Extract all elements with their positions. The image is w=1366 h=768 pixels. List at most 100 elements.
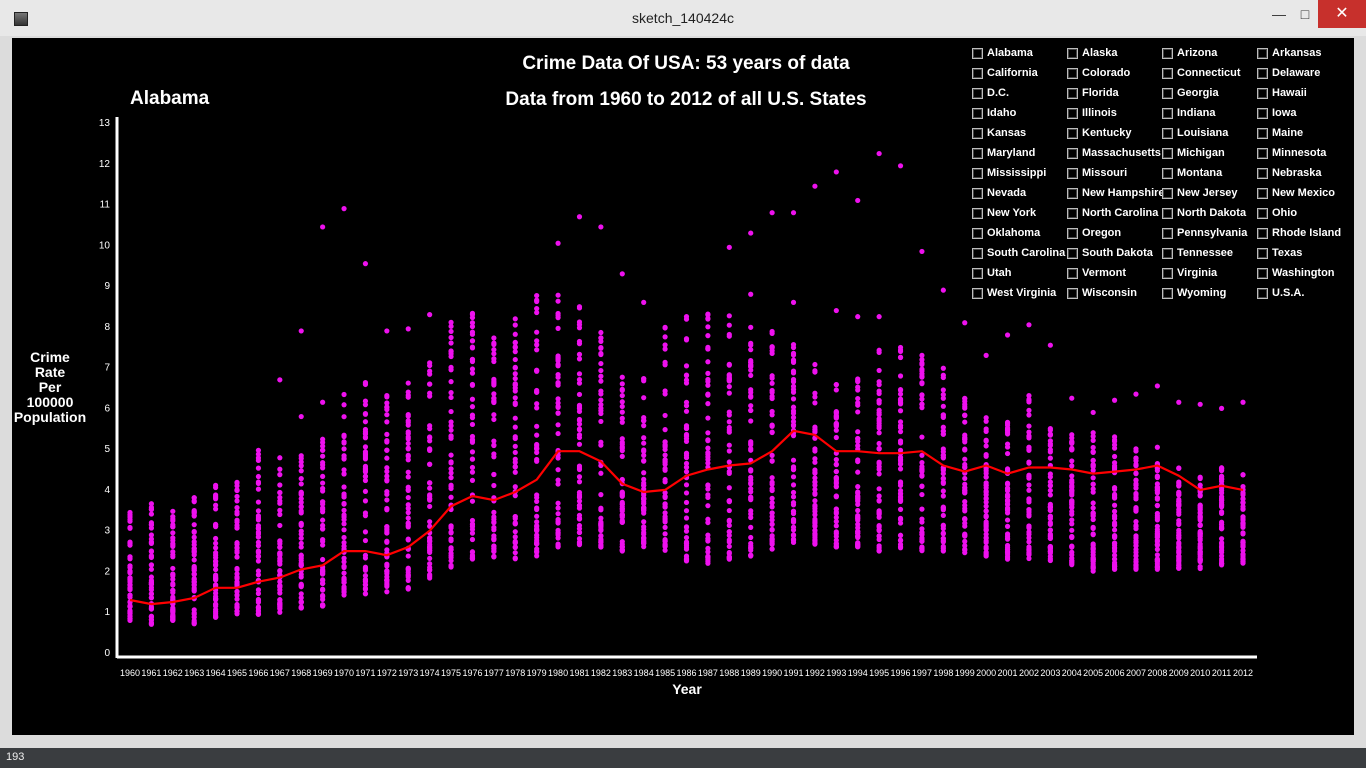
checkbox[interactable]	[1257, 127, 1268, 139]
app-icon[interactable]	[14, 12, 28, 26]
state-checkbox-new-jersey[interactable]: New Jersey	[1162, 183, 1257, 203]
checkbox[interactable]	[1067, 67, 1078, 79]
checkbox[interactable]	[1257, 227, 1268, 239]
state-checkbox-minnesota[interactable]: Minnesota	[1257, 143, 1352, 163]
checkbox[interactable]	[1257, 67, 1268, 79]
state-checkbox-pennsylvania[interactable]: Pennsylvania	[1162, 223, 1257, 243]
checkbox[interactable]	[1257, 187, 1268, 199]
checkbox[interactable]	[1162, 207, 1173, 219]
checkbox[interactable]	[972, 107, 983, 119]
checkbox[interactable]	[972, 167, 983, 179]
state-checkbox-california[interactable]: California	[972, 63, 1067, 83]
checkbox[interactable]	[1162, 87, 1173, 99]
checkbox[interactable]	[1162, 267, 1173, 279]
checkbox[interactable]	[1257, 287, 1268, 299]
checkbox[interactable]	[1162, 287, 1173, 299]
state-checkbox-maine[interactable]: Maine	[1257, 123, 1352, 143]
state-checkbox-u-s-a[interactable]: U.S.A.	[1257, 283, 1352, 303]
state-checkbox-south-dakota[interactable]: South Dakota	[1067, 243, 1162, 263]
checkbox[interactable]	[1162, 187, 1173, 199]
checkbox[interactable]	[1162, 147, 1173, 159]
checkbox[interactable]	[1162, 127, 1173, 139]
state-checkbox-arkansas[interactable]: Arkansas	[1257, 43, 1352, 63]
state-checkbox-oklahoma[interactable]: Oklahoma	[972, 223, 1067, 243]
state-checkbox-ohio[interactable]: Ohio	[1257, 203, 1352, 223]
state-checkbox-new-mexico[interactable]: New Mexico	[1257, 183, 1352, 203]
checkbox[interactable]	[1067, 167, 1078, 179]
checkbox[interactable]	[1257, 107, 1268, 119]
checkbox[interactable]	[1257, 207, 1268, 219]
checkbox[interactable]	[1067, 127, 1078, 139]
checkbox[interactable]	[1067, 147, 1078, 159]
checkbox[interactable]	[972, 267, 983, 279]
title-bar[interactable]: sketch_140424c — □ ✕	[0, 0, 1366, 36]
checkbox[interactable]	[972, 127, 983, 139]
checkbox[interactable]	[1067, 207, 1078, 219]
state-checkbox-massachusetts[interactable]: Massachusetts	[1067, 143, 1162, 163]
checkbox[interactable]	[1067, 287, 1078, 299]
checkbox[interactable]	[972, 247, 983, 259]
state-checkbox-delaware[interactable]: Delaware	[1257, 63, 1352, 83]
state-checkbox-nebraska[interactable]: Nebraska	[1257, 163, 1352, 183]
state-checkbox-idaho[interactable]: Idaho	[972, 103, 1067, 123]
checkbox[interactable]	[972, 67, 983, 79]
checkbox[interactable]	[972, 227, 983, 239]
state-checkbox-rhode-island[interactable]: Rhode Island	[1257, 223, 1352, 243]
state-checkbox-west-virginia[interactable]: West Virginia	[972, 283, 1067, 303]
state-checkbox-georgia[interactable]: Georgia	[1162, 83, 1257, 103]
checkbox[interactable]	[1162, 67, 1173, 79]
minimize-button[interactable]: —	[1272, 6, 1286, 22]
state-checkbox-colorado[interactable]: Colorado	[1067, 63, 1162, 83]
checkbox[interactable]	[1067, 247, 1078, 259]
checkbox[interactable]	[1257, 247, 1268, 259]
state-checkbox-iowa[interactable]: Iowa	[1257, 103, 1352, 123]
state-checkbox-alaska[interactable]: Alaska	[1067, 43, 1162, 63]
checkbox[interactable]	[1257, 167, 1268, 179]
checkbox[interactable]	[972, 207, 983, 219]
checkbox[interactable]	[972, 187, 983, 199]
checkbox[interactable]	[972, 287, 983, 299]
state-checkbox-wisconsin[interactable]: Wisconsin	[1067, 283, 1162, 303]
close-button[interactable]: ✕	[1318, 0, 1366, 28]
state-checkbox-louisiana[interactable]: Louisiana	[1162, 123, 1257, 143]
state-checkbox-wyoming[interactable]: Wyoming	[1162, 283, 1257, 303]
state-checkbox-michigan[interactable]: Michigan	[1162, 143, 1257, 163]
checkbox[interactable]	[1162, 107, 1173, 119]
checkbox[interactable]	[1067, 187, 1078, 199]
state-checkbox-connecticut[interactable]: Connecticut	[1162, 63, 1257, 83]
state-checkbox-illinois[interactable]: Illinois	[1067, 103, 1162, 123]
checkbox[interactable]	[1257, 47, 1268, 59]
state-checkbox-arizona[interactable]: Arizona	[1162, 43, 1257, 63]
checkbox[interactable]	[1257, 267, 1268, 279]
state-checkbox-south-carolina[interactable]: South Carolina	[972, 243, 1067, 263]
state-checkbox-indiana[interactable]: Indiana	[1162, 103, 1257, 123]
state-checkbox-kentucky[interactable]: Kentucky	[1067, 123, 1162, 143]
state-checkbox-virginia[interactable]: Virginia	[1162, 263, 1257, 283]
state-checkbox-missouri[interactable]: Missouri	[1067, 163, 1162, 183]
state-checkbox-florida[interactable]: Florida	[1067, 83, 1162, 103]
checkbox[interactable]	[1162, 47, 1173, 59]
checkbox[interactable]	[1162, 247, 1173, 259]
maximize-button[interactable]: □	[1300, 6, 1310, 22]
state-checkbox-utah[interactable]: Utah	[972, 263, 1067, 283]
checkbox[interactable]	[1067, 267, 1078, 279]
checkbox[interactable]	[972, 47, 983, 59]
state-checkbox-washington[interactable]: Washington	[1257, 263, 1352, 283]
state-checkbox-north-dakota[interactable]: North Dakota	[1162, 203, 1257, 223]
checkbox[interactable]	[1067, 227, 1078, 239]
state-checkbox-north-carolina[interactable]: North Carolina	[1067, 203, 1162, 223]
state-checkbox-alabama[interactable]: Alabama	[972, 43, 1067, 63]
state-checkbox-vermont[interactable]: Vermont	[1067, 263, 1162, 283]
state-checkbox-mississippi[interactable]: Mississippi	[972, 163, 1067, 183]
state-checkbox-new-york[interactable]: New York	[972, 203, 1067, 223]
state-checkbox-oregon[interactable]: Oregon	[1067, 223, 1162, 243]
state-checkbox-texas[interactable]: Texas	[1257, 243, 1352, 263]
checkbox[interactable]	[1257, 147, 1268, 159]
checkbox[interactable]	[1067, 47, 1078, 59]
checkbox[interactable]	[972, 87, 983, 99]
checkbox[interactable]	[972, 147, 983, 159]
checkbox[interactable]	[1162, 167, 1173, 179]
state-checkbox-d-c[interactable]: D.C.	[972, 83, 1067, 103]
state-checkbox-new-hampshire[interactable]: New Hampshire	[1067, 183, 1162, 203]
state-checkbox-hawaii[interactable]: Hawaii	[1257, 83, 1352, 103]
